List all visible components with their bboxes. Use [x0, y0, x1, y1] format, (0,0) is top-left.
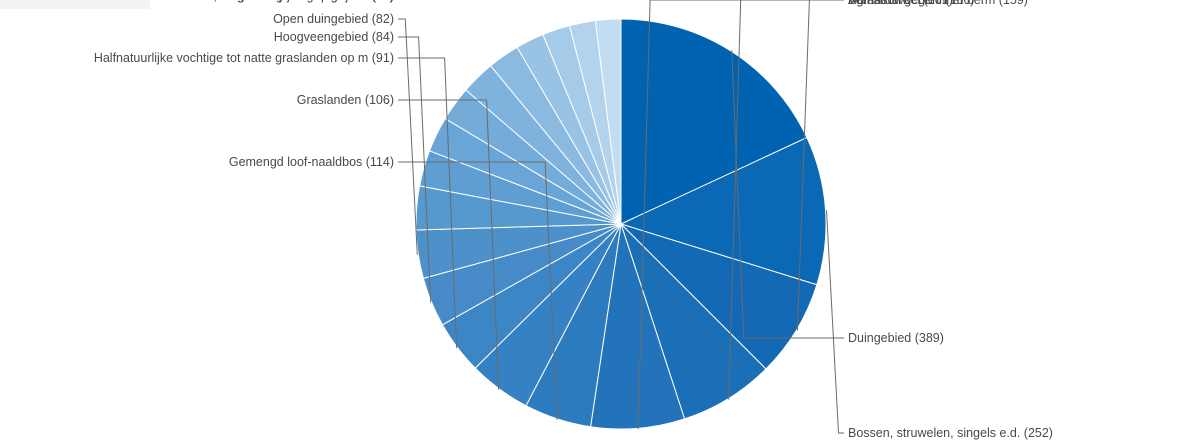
slice-label: Halfnatuurlijke vochtige tot natte grasl… [94, 51, 394, 65]
slice-label: Hoogveengebied (84) [274, 30, 394, 44]
slice-label: Duinstruweel (161) [848, 0, 953, 7]
slice-label: Gemengd loof-naaldbos (114) [229, 155, 394, 169]
slice-label: Duingebied (389) [848, 331, 944, 345]
pie-slices [415, 18, 827, 430]
pie-slice [620, 223, 818, 370]
slice-label: Binnensteden en woonwijken (47) [206, 0, 394, 3]
chart-title-fragment [0, 0, 150, 9]
slice-label: Verharde wegen met berm (159) [848, 0, 1028, 7]
slice-label: Naaldbossen en gemengd loof-naaldbos (74… [144, 0, 394, 3]
leader-line [731, 50, 844, 339]
slice-labels: Duingebied (389) Bossen, struwelen, singe… [94, 0, 1053, 440]
leader-line [398, 18, 418, 255]
leader-line [398, 57, 458, 349]
slice-label: Grasland en hooiland (48) [249, 0, 394, 3]
leader-line [826, 210, 844, 434]
leader-line [398, 161, 558, 420]
leader-lines [398, 0, 844, 434]
leader-line [637, 0, 844, 430]
pie-slice [619, 136, 827, 286]
slice-label: Graslanden (106) [297, 93, 394, 107]
leader-line [796, 0, 844, 331]
slice-label: Bebouwd gebied (54) [275, 0, 394, 3]
slice-label: Erven, volkstuinen en moestuinen (44) [181, 0, 394, 3]
slice-label: Wegen en parkeerplaatsen (43) [218, 0, 394, 3]
pie-slice [594, 18, 622, 225]
leader-line [728, 0, 844, 400]
slice-label: Bossen, struwelen, singels e.d. (252) [848, 426, 1053, 440]
slice-label: Heidegebied (58) [298, 0, 394, 3]
slice-label: Akkers (60) [330, 0, 394, 3]
slice-label: Halfnatuurlijke graslanden (61) [224, 0, 394, 3]
leader-line [398, 36, 432, 303]
leader-line [398, 99, 500, 390]
slice-label: Schorren en kwelders (59) [247, 0, 394, 3]
slice-label: Agrarisch gebied (166) [848, 0, 974, 7]
slice-label: Open duingebied (82) [273, 12, 394, 26]
pie-slice [620, 18, 808, 225]
